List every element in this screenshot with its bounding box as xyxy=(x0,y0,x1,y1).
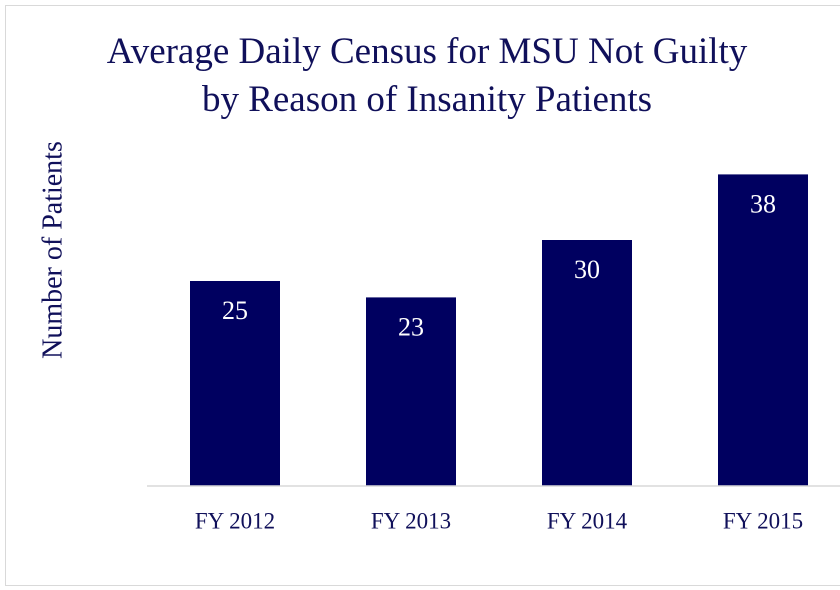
data-label: 25 xyxy=(222,296,248,325)
chart-title: Average Daily Census for MSU Not Guilty … xyxy=(106,31,748,120)
data-label: 30 xyxy=(574,255,600,284)
bar xyxy=(190,281,280,486)
x-tick-label: FY 2013 xyxy=(371,508,451,533)
x-tick-label: FY 2015 xyxy=(723,508,803,533)
data-label: 38 xyxy=(750,189,776,218)
y-axis-label: Number of Patients xyxy=(37,141,68,359)
x-tick-label: FY 2014 xyxy=(547,508,628,533)
x-tick-label: FY 2012 xyxy=(195,508,275,533)
bar xyxy=(542,240,632,486)
bar xyxy=(366,297,456,486)
bar xyxy=(718,174,808,486)
data-label: 23 xyxy=(398,312,424,341)
chart-border xyxy=(5,5,840,586)
